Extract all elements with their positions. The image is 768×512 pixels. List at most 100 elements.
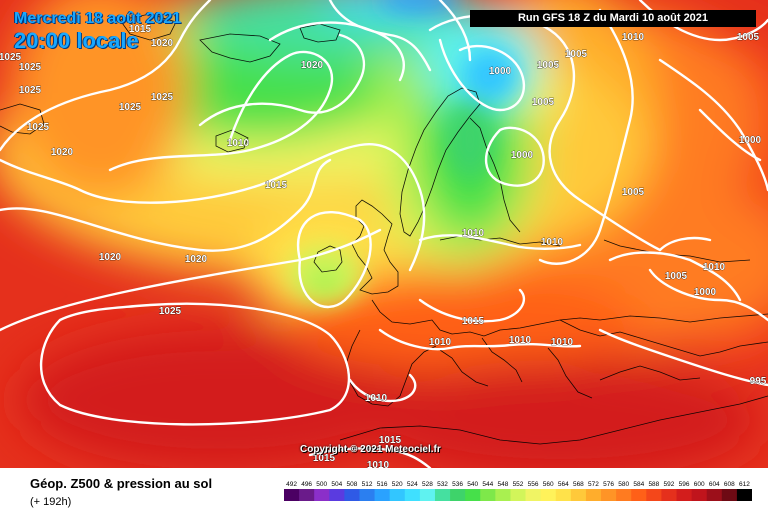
isobar-label: 1005 bbox=[565, 49, 588, 60]
legend-swatch bbox=[540, 489, 557, 501]
legend-value: 516 bbox=[377, 481, 388, 488]
legend-value: 540 bbox=[467, 481, 478, 488]
isobar-label: 1010 bbox=[429, 337, 452, 348]
isobar-label: 1000 bbox=[694, 287, 717, 298]
legend-value: 564 bbox=[558, 481, 569, 488]
isobar-label: 1020 bbox=[185, 254, 208, 265]
legend-value: 504 bbox=[331, 481, 342, 488]
legend-value: 532 bbox=[437, 481, 448, 488]
isobar-label: 1000 bbox=[739, 135, 762, 146]
isobar-label: 1010 bbox=[622, 32, 645, 43]
legend-swatch bbox=[434, 489, 451, 501]
legend-value: 548 bbox=[497, 481, 508, 488]
isobar-label: 1015 bbox=[379, 435, 402, 446]
isobar-label: 1005 bbox=[537, 60, 560, 71]
isobar-label: 1025 bbox=[151, 92, 174, 103]
color-scale-legend: 492 496 500 504 508 512 516 520 524 528 532 536 540 5… bbox=[284, 481, 752, 501]
legend-swatch bbox=[419, 489, 436, 501]
isobar-label: 1010 bbox=[541, 237, 564, 248]
geopotential-field bbox=[0, 0, 768, 468]
forecast-date: Mercredi 18 août 2021 bbox=[14, 10, 182, 27]
isobar-label: 1010 bbox=[703, 262, 726, 273]
legend-swatch bbox=[691, 489, 708, 501]
isobar-label: 1010 bbox=[509, 335, 532, 346]
isobar-label: 1015 bbox=[265, 180, 288, 191]
legend-value: 520 bbox=[392, 481, 403, 488]
legend-swatch bbox=[404, 489, 421, 501]
legend-value: 608 bbox=[724, 481, 735, 488]
legend-footer: Géop. Z500 & pression au sol (+ 192h) 49… bbox=[0, 468, 768, 512]
isobar-label: 1010 bbox=[365, 393, 388, 404]
isobar-label: 1005 bbox=[532, 97, 555, 108]
legend-swatch bbox=[570, 489, 587, 501]
legend-swatch bbox=[631, 489, 647, 501]
legend-value: 492 bbox=[286, 481, 297, 488]
isobar-label: 1020 bbox=[301, 60, 324, 71]
legend-value: 560 bbox=[543, 481, 554, 488]
legend-swatch bbox=[480, 489, 496, 501]
legend-value: 528 bbox=[422, 481, 433, 488]
coastlines bbox=[0, 13, 768, 445]
isobar-labels: 1025 1025 1025 1025 1020 1025 1025 1020 1015 1020… bbox=[0, 24, 767, 468]
map-title: Géop. Z500 & pression au sol bbox=[30, 476, 213, 491]
legend-swatch bbox=[646, 489, 662, 501]
isobar-label: 1015 bbox=[129, 24, 152, 35]
legend-swatch bbox=[661, 489, 677, 501]
legend-swatch bbox=[465, 489, 481, 501]
isobar-label: 1010 bbox=[227, 138, 250, 149]
legend-value: 580 bbox=[618, 481, 629, 488]
isobar-label: 1005 bbox=[622, 187, 645, 198]
legend-value: 584 bbox=[633, 481, 644, 488]
legend-value: 556 bbox=[528, 481, 539, 488]
legend-swatch bbox=[495, 489, 511, 501]
isobar-label: 1010 bbox=[367, 460, 390, 468]
legend-swatch bbox=[706, 489, 723, 501]
forecast-range: (+ 192h) bbox=[30, 496, 72, 508]
legend-value: 508 bbox=[347, 481, 358, 488]
isobar-label: 995 bbox=[750, 376, 767, 387]
weather-map: 1025 1025 1025 1025 1020 1025 1025 1020 1015 1020… bbox=[0, 0, 768, 468]
legend-swatch bbox=[374, 489, 391, 501]
legend-swatch bbox=[736, 489, 752, 501]
legend-value: 544 bbox=[482, 481, 493, 488]
isobar-label: 1025 bbox=[19, 85, 42, 96]
legend-swatch bbox=[510, 489, 526, 501]
legend-swatch bbox=[601, 489, 617, 501]
legend-swatch bbox=[585, 489, 602, 501]
copyright-notice: Copyright © 2021 Meteociel.fr bbox=[300, 444, 441, 455]
isobar-label: 1015 bbox=[462, 316, 485, 327]
isobar-label: 1020 bbox=[151, 38, 174, 49]
isobar-label: 1010 bbox=[462, 228, 485, 239]
isobar-label: 1020 bbox=[51, 147, 74, 158]
legend-value: 536 bbox=[452, 481, 463, 488]
isobar-label: 1025 bbox=[159, 306, 182, 317]
legend-swatch bbox=[314, 489, 330, 501]
legend-value: 596 bbox=[679, 481, 690, 488]
legend-value: 588 bbox=[648, 481, 659, 488]
legend-value: 512 bbox=[362, 481, 373, 488]
isobar-label: 1025 bbox=[27, 122, 50, 133]
legend-value: 552 bbox=[513, 481, 524, 488]
legend-value: 496 bbox=[301, 481, 312, 488]
legend-swatch bbox=[329, 489, 345, 501]
legend-swatch bbox=[389, 489, 406, 501]
legend-swatch bbox=[721, 489, 738, 501]
legend-value: 592 bbox=[664, 481, 675, 488]
isobar-label: 1025 bbox=[119, 102, 142, 113]
legend-value: 576 bbox=[603, 481, 614, 488]
forecast-time: 20:00 locale bbox=[14, 28, 139, 53]
legend-value: 612 bbox=[739, 481, 750, 488]
legend-value: 572 bbox=[588, 481, 599, 488]
isobar-label: 1020 bbox=[99, 252, 122, 263]
legend-value: 600 bbox=[694, 481, 705, 488]
legend-swatch bbox=[359, 489, 375, 501]
isobar-label: 1015 bbox=[313, 453, 336, 464]
run-info: Run GFS 18 Z du Mardi 10 août 2021 bbox=[470, 10, 756, 27]
isobar-label: 1005 bbox=[737, 32, 760, 43]
isobar-label: 1005 bbox=[665, 271, 688, 282]
legend-value: 524 bbox=[407, 481, 418, 488]
legend-swatch bbox=[284, 489, 300, 501]
isobar-label: 1025 bbox=[0, 52, 22, 63]
legend-value: 604 bbox=[709, 481, 720, 488]
